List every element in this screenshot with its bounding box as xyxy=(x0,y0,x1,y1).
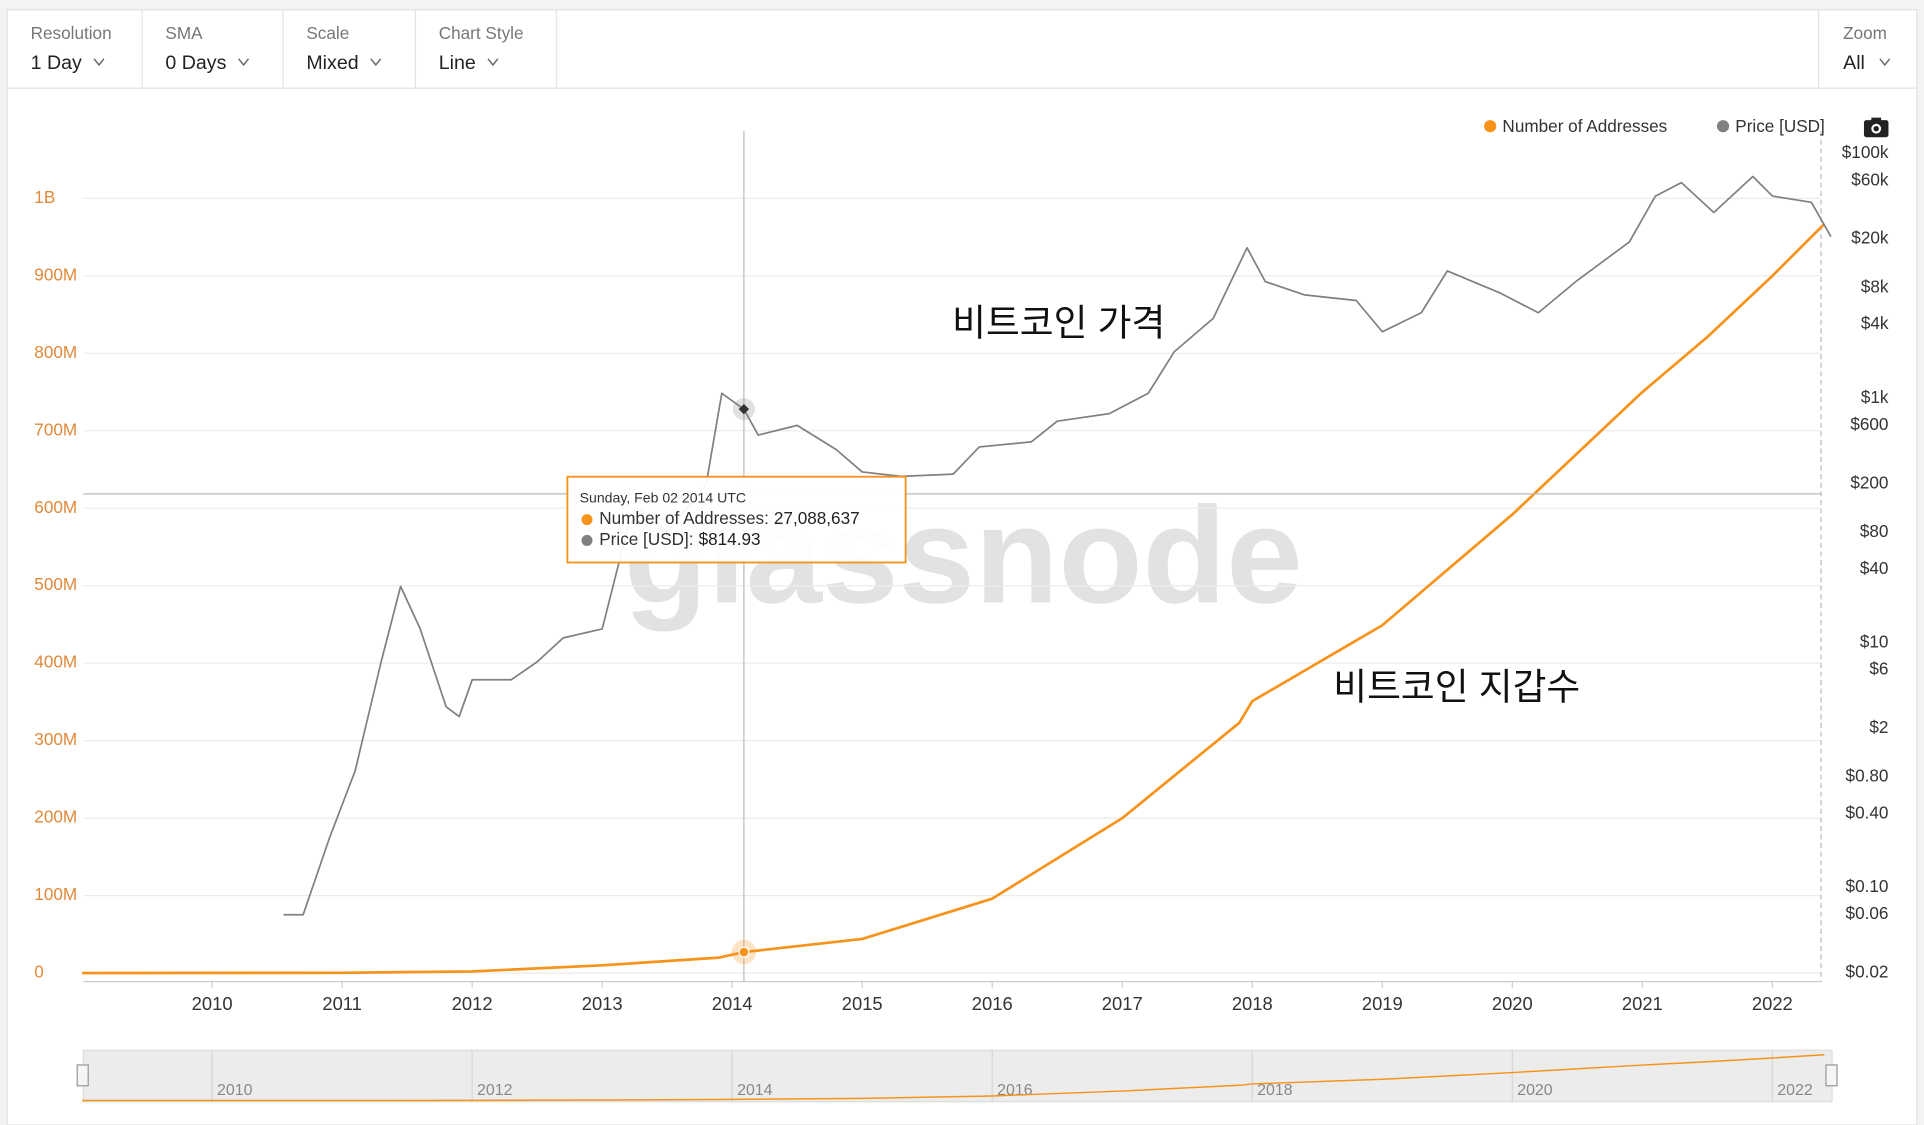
chevron xyxy=(487,58,499,67)
y-tick-label: 700M xyxy=(34,419,77,439)
navigator-handle[interactable] xyxy=(1825,1064,1838,1087)
x-tick-label: 2016 xyxy=(972,993,1013,1014)
navigator-label: 2020 xyxy=(1517,1082,1553,1099)
dropdown-value[interactable]: 1 Day xyxy=(31,52,82,74)
hover-point xyxy=(738,946,750,958)
dropdown-value[interactable]: Line xyxy=(439,52,476,74)
y-tick-label: 0 xyxy=(34,962,44,982)
annotation: 비트코인 지갑수 xyxy=(1333,667,1580,708)
y2-tick-label: $80 xyxy=(1860,521,1889,541)
y-tick-label: 300M xyxy=(34,729,77,749)
tooltip-name: Number of Addresses xyxy=(599,508,764,528)
y2-tick-label: $200 xyxy=(1850,472,1888,492)
x-tick-label: 2013 xyxy=(582,993,623,1014)
y2-tick-label: $100k xyxy=(1842,142,1889,162)
dropdown-value[interactable]: Mixed xyxy=(306,52,358,74)
tooltip-date: Sunday, Feb 02 2014 UTC xyxy=(580,489,746,505)
tooltip-marker xyxy=(581,514,593,526)
navigator-handle[interactable] xyxy=(76,1064,89,1087)
y2-tick-label: $60k xyxy=(1851,169,1889,189)
legend-label[interactable]: Price [USD] xyxy=(1735,116,1825,136)
y-tick-label: 200M xyxy=(34,807,77,827)
y-tick-label: 400M xyxy=(34,652,77,672)
chart-card xyxy=(6,87,1918,1125)
y2-tick-label: $0.10 xyxy=(1846,876,1889,896)
x-tick-label: 2017 xyxy=(1102,993,1143,1014)
toolbar xyxy=(6,9,1918,89)
dropdown-label: Chart Style xyxy=(439,23,524,43)
tooltip-marker xyxy=(581,534,593,546)
y2-tick-label: $6 xyxy=(1869,659,1888,679)
y-tick-label: 800M xyxy=(34,342,77,362)
tooltip-name: Price [USD] xyxy=(599,529,689,549)
y2-tick-label: $8k xyxy=(1861,276,1889,296)
x-tick-label: 2012 xyxy=(452,993,493,1014)
x-tick-label: 2019 xyxy=(1362,993,1403,1014)
annotation: 비트코인 가격 xyxy=(952,303,1165,344)
navigator-label: 2010 xyxy=(217,1082,253,1099)
y2-tick-label: $0.80 xyxy=(1846,766,1889,786)
y2-tick-label: $600 xyxy=(1850,414,1888,434)
series-line xyxy=(283,175,1832,916)
x-tick-label: 2011 xyxy=(322,993,362,1014)
y2-tick-label: $0.06 xyxy=(1846,903,1889,923)
navigator-label: 2016 xyxy=(997,1082,1033,1099)
y2-tick-label: $0.40 xyxy=(1846,802,1889,822)
y2-tick-label: $2 xyxy=(1869,717,1888,737)
tooltip-value: 27,088,637 xyxy=(774,508,860,528)
tooltip-value: $814.93 xyxy=(699,529,761,549)
x-tick-label: 2010 xyxy=(192,993,233,1014)
dropdown-label: Zoom xyxy=(1843,23,1887,43)
y2-tick-label: $20k xyxy=(1851,228,1889,248)
y-tick-label: 100M xyxy=(34,884,77,904)
navigator-label: 2012 xyxy=(477,1082,513,1099)
y-tick-label: 900M xyxy=(34,264,77,284)
y2-tick-label: $10 xyxy=(1860,631,1889,651)
chevron xyxy=(93,58,105,67)
tooltip-sep: : xyxy=(689,529,694,549)
tooltip-box xyxy=(566,475,907,564)
chevron xyxy=(238,58,250,67)
navigator-label: 2018 xyxy=(1257,1082,1293,1099)
x-tick-label: 2014 xyxy=(712,993,753,1014)
chevron xyxy=(370,58,382,67)
legend-marker xyxy=(1716,120,1730,133)
y2-tick-label: $1k xyxy=(1861,387,1889,407)
y2-tick-label: $4k xyxy=(1861,313,1889,333)
y-tick-label: 600M xyxy=(34,497,77,517)
navigator xyxy=(82,1049,1833,1103)
x-tick-label: 2018 xyxy=(1232,993,1273,1014)
x-tick-label: 2021 xyxy=(1622,993,1663,1014)
x-tick-label: 2015 xyxy=(842,993,883,1014)
dropdown-label: SMA xyxy=(165,23,203,43)
navigator-label: 2022 xyxy=(1777,1082,1813,1099)
series-line xyxy=(82,222,1826,975)
y2-tick-label: $40 xyxy=(1860,558,1889,578)
x-tick-label: 2020 xyxy=(1492,993,1533,1014)
dropdown-value[interactable]: 0 Days xyxy=(165,52,226,74)
chevron xyxy=(1879,58,1891,67)
legend-label[interactable]: Number of Addresses xyxy=(1502,116,1667,136)
x-tick-label: 2022 xyxy=(1752,993,1793,1014)
tooltip-sep: : xyxy=(764,508,769,528)
plot xyxy=(82,131,1832,988)
y2-tick-label: $0.02 xyxy=(1846,962,1889,982)
navigator-line xyxy=(82,1054,1825,1102)
dropdown-label: Scale xyxy=(306,23,349,43)
legend-marker xyxy=(1484,120,1497,133)
dropdown-label: Resolution xyxy=(31,23,112,43)
y-tick-label: 1B xyxy=(34,187,55,207)
navigator-label: 2014 xyxy=(737,1082,773,1099)
camera-icon[interactable] xyxy=(1863,117,1889,138)
dropdown-value[interactable]: All xyxy=(1843,52,1865,74)
y-tick-label: 500M xyxy=(34,574,77,594)
